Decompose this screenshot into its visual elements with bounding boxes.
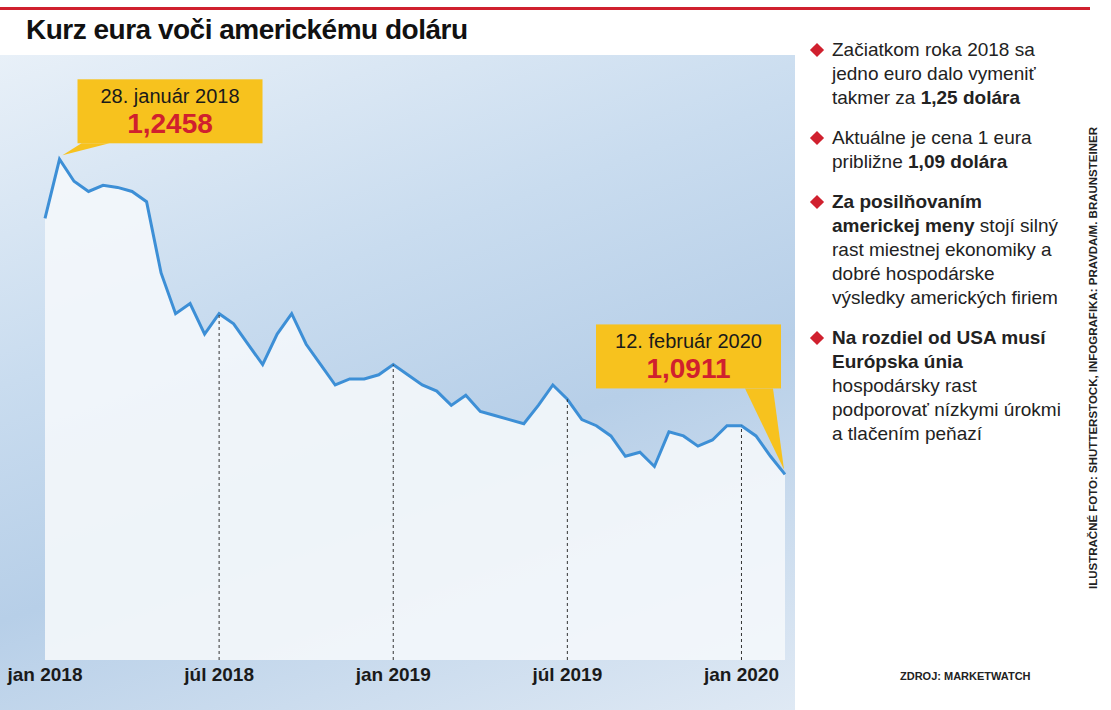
svg-text:jan 2020: jan 2020 [703,664,779,685]
svg-text:28. január 2018: 28. január 2018 [101,85,240,107]
html-text:ZDROJ: MARKETWATCH: ZDROJ: MARKETWATCH [900,670,1031,682]
html-text:Za posilňovaním americkej meny: Za posilňovaním americkej meny stojí sil… [832,191,1058,308]
svg-text:1,2458: 1,2458 [127,108,213,139]
svg-text:jan 2018: jan 2018 [7,664,83,685]
svg-text:12. február 2020: 12. február 2020 [615,330,762,352]
html-text:hospodársky rast podporovať ní: hospodársky rast podporovať nízkymi úrok… [832,375,1061,444]
html-text:ILUSTRAČNÉ FOTO: SHUTTERSTOCK,: ILUSTRAČNÉ FOTO: SHUTTERSTOCK, INFOGRAFI… [1087,127,1099,589]
html-text:Kurz eura voči americkému dolá: Kurz eura voči americkému doláru [26,14,468,45]
svg-text:1,0911: 1,0911 [646,353,730,384]
svg-text:jan 2019: jan 2019 [355,664,431,685]
html-text:Začiatkom roka 2018 sa jedno e: Začiatkom roka 2018 sa jedno euro dalo v… [832,39,1036,108]
svg-text:júl 2018: júl 2018 [183,664,254,685]
html-text:Na rozdiel od USA musí Európsk: Na rozdiel od USA musí Európska únia [832,327,1046,372]
svg-text:júl 2019: júl 2019 [531,664,602,685]
html-text:Aktuálne je cena 1 eura pribli: Aktuálne je cena 1 eura približne 1,09 d… [832,127,1032,172]
